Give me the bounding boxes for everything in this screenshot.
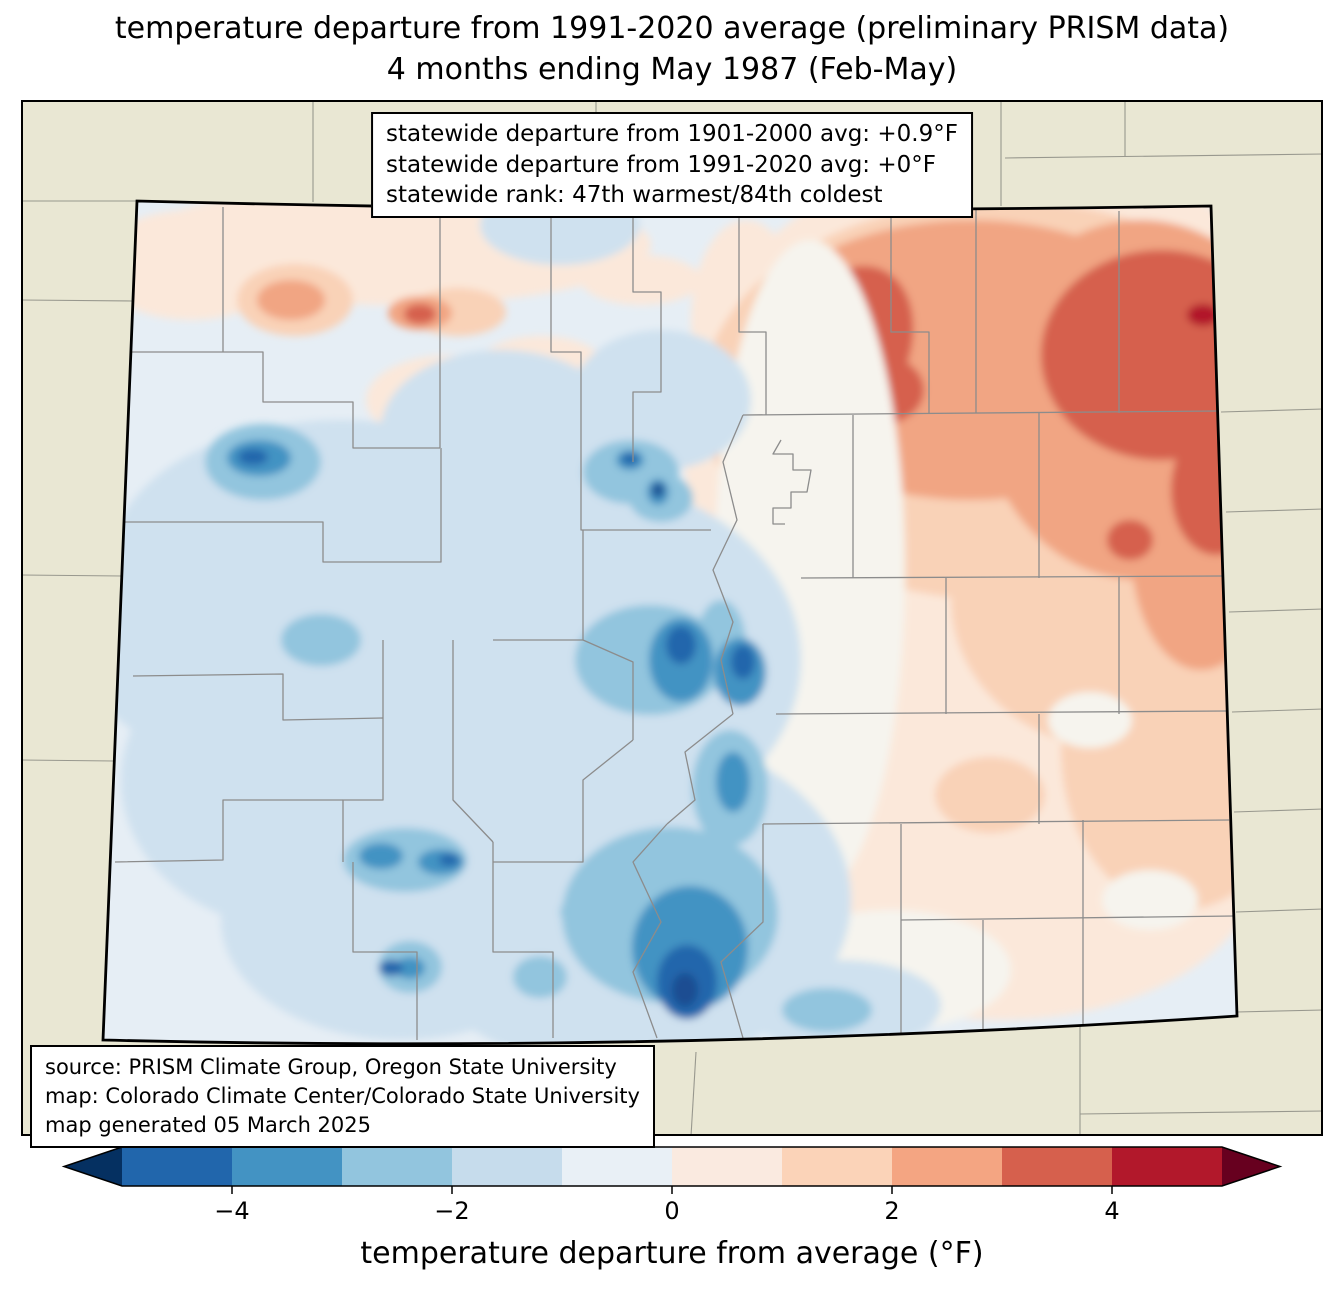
colorbar-axis-label: temperature departure from average (°F) bbox=[360, 1236, 984, 1271]
colorbar-tick-marks bbox=[231, 1186, 1113, 1194]
statewide-stats-box: statewide departure from 1901-2000 avg: … bbox=[371, 112, 973, 218]
stats-line-1: statewide departure from 1901-2000 avg: … bbox=[386, 121, 958, 147]
plot-frame bbox=[21, 100, 1323, 1136]
colorbar-segment bbox=[562, 1147, 672, 1186]
source-line-1: source: PRISM Climate Group, Oregon Stat… bbox=[45, 1055, 617, 1079]
colorbar-segment bbox=[232, 1147, 342, 1186]
colorado-temperature-map bbox=[20, 100, 1324, 1137]
colorbar-outline bbox=[61, 1146, 1283, 1187]
tick-label-4: 4 bbox=[1104, 1197, 1119, 1225]
colorbar-segment bbox=[672, 1147, 782, 1186]
colorbar-tick-labels: −4 −2 0 2 4 bbox=[214, 1197, 1119, 1225]
map-plot bbox=[20, 100, 1324, 1137]
temperature-field bbox=[103, 201, 1237, 1044]
temperature-blobs bbox=[103, 201, 1237, 1044]
colorbar-segment bbox=[1112, 1147, 1222, 1186]
colorbar-segment bbox=[342, 1147, 452, 1186]
colorbar-segment bbox=[1002, 1147, 1112, 1186]
title-line-2: 4 months ending May 1987 (Feb-May) bbox=[386, 52, 958, 88]
colorbar-left-arrow bbox=[64, 1147, 122, 1186]
colorbar-segment bbox=[892, 1147, 1002, 1186]
source-line-2: map: Colorado Climate Center/Colorado St… bbox=[45, 1083, 640, 1108]
title-line-1: temperature departure from 1991-2020 ave… bbox=[114, 11, 1230, 46]
colorbar-segment bbox=[452, 1147, 562, 1186]
colorbar-segment bbox=[122, 1147, 232, 1186]
tick-label-2: 2 bbox=[884, 1197, 899, 1225]
tick-label-neg2: −2 bbox=[434, 1197, 469, 1225]
colorbar-right-arrow bbox=[1222, 1147, 1280, 1186]
tick-label-neg4: −4 bbox=[214, 1197, 249, 1225]
county-lines bbox=[114, 207, 1235, 1040]
stats-line-3: statewide rank: 47th warmest/84th coldes… bbox=[386, 182, 883, 209]
page-title: temperature departure from 1991-2020 ave… bbox=[0, 8, 1344, 91]
source-line-3: map generated 05 March 2025 bbox=[45, 1112, 372, 1137]
tick-label-0: 0 bbox=[664, 1197, 679, 1225]
stats-line-2: statewide departure from 1991-2020 avg: … bbox=[386, 151, 937, 178]
colorbar-segments bbox=[122, 1147, 1222, 1186]
colorbar-segment bbox=[782, 1147, 892, 1186]
source-attribution-box: source: PRISM Climate Group, Oregon Stat… bbox=[30, 1045, 655, 1148]
colorbar: −4 −2 0 2 4 bbox=[61, 1146, 1283, 1225]
